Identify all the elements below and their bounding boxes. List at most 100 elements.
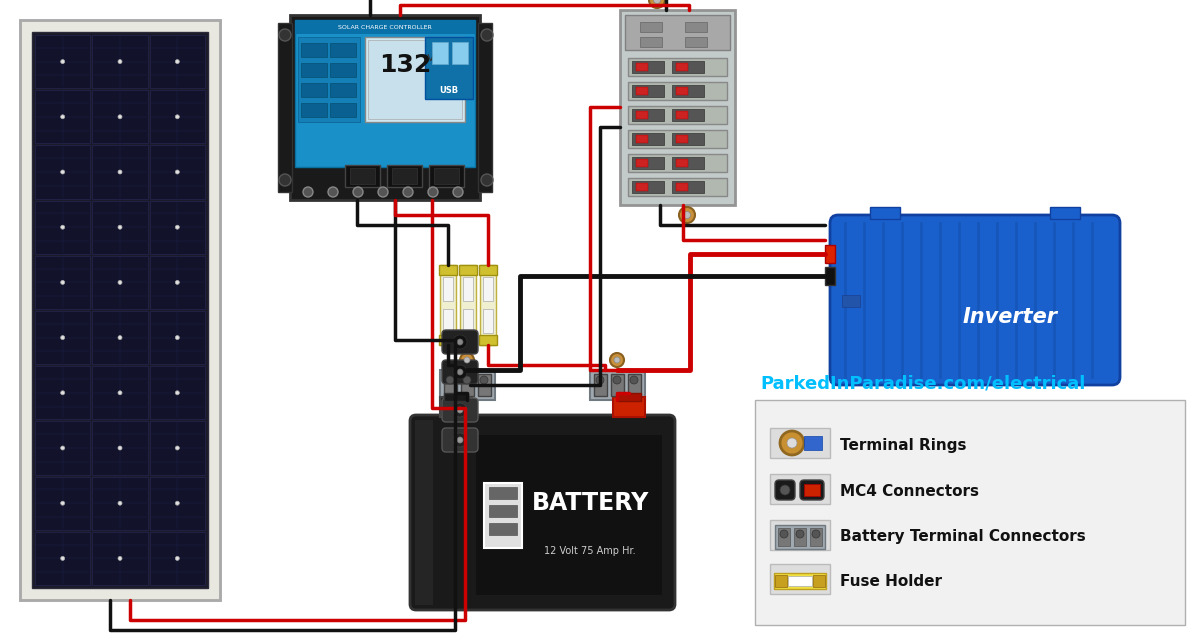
Bar xyxy=(632,133,664,145)
Bar xyxy=(150,477,205,530)
Bar xyxy=(330,63,356,77)
Bar xyxy=(35,366,90,419)
Text: BATTERY: BATTERY xyxy=(532,491,649,515)
Circle shape xyxy=(61,335,65,340)
Circle shape xyxy=(796,530,804,538)
Bar xyxy=(479,335,497,345)
Circle shape xyxy=(353,187,364,197)
Bar xyxy=(480,265,496,345)
Bar xyxy=(636,111,648,119)
FancyBboxPatch shape xyxy=(830,215,1120,385)
Circle shape xyxy=(596,376,604,384)
FancyBboxPatch shape xyxy=(442,360,478,384)
Bar xyxy=(150,532,205,585)
Bar xyxy=(458,335,476,345)
Bar xyxy=(810,528,822,546)
Circle shape xyxy=(613,376,622,384)
Bar xyxy=(386,165,422,187)
Bar xyxy=(590,370,646,400)
FancyBboxPatch shape xyxy=(800,480,824,500)
Bar xyxy=(636,135,648,143)
Bar xyxy=(440,370,494,400)
Circle shape xyxy=(610,353,624,367)
Bar xyxy=(775,525,826,549)
Bar xyxy=(439,335,457,345)
Circle shape xyxy=(118,115,122,119)
Text: Fuse Holder: Fuse Holder xyxy=(840,573,942,589)
Bar xyxy=(672,61,704,73)
Bar xyxy=(461,374,474,396)
Circle shape xyxy=(446,376,454,384)
Bar xyxy=(290,15,480,200)
Bar xyxy=(35,200,90,254)
Bar xyxy=(92,35,148,88)
Bar xyxy=(676,159,688,167)
Bar xyxy=(826,267,835,285)
Bar xyxy=(676,87,688,95)
Circle shape xyxy=(464,357,470,363)
Bar xyxy=(804,484,820,496)
Circle shape xyxy=(118,170,122,174)
Circle shape xyxy=(61,170,65,174)
Bar xyxy=(672,109,704,121)
Bar xyxy=(150,145,205,198)
Circle shape xyxy=(378,187,388,197)
Bar xyxy=(842,295,860,307)
Bar xyxy=(301,63,326,77)
Bar xyxy=(490,505,517,517)
Circle shape xyxy=(780,530,788,538)
Circle shape xyxy=(630,376,638,384)
Bar xyxy=(788,576,812,586)
Bar xyxy=(92,90,148,143)
FancyBboxPatch shape xyxy=(442,330,478,354)
Bar xyxy=(295,20,475,34)
Circle shape xyxy=(61,115,65,119)
Circle shape xyxy=(679,207,695,223)
Bar xyxy=(490,487,517,499)
Bar xyxy=(490,523,517,535)
Bar xyxy=(794,528,806,546)
FancyBboxPatch shape xyxy=(410,415,674,610)
Bar xyxy=(150,35,205,88)
Bar xyxy=(92,311,148,364)
Circle shape xyxy=(481,174,493,186)
Text: USB: USB xyxy=(439,86,458,95)
Bar xyxy=(92,145,148,198)
Circle shape xyxy=(457,339,463,345)
Circle shape xyxy=(460,353,474,367)
Bar xyxy=(636,63,648,71)
Bar xyxy=(444,374,457,396)
Circle shape xyxy=(175,115,179,119)
Bar xyxy=(425,37,473,99)
Bar xyxy=(613,397,646,417)
Circle shape xyxy=(61,60,65,63)
Circle shape xyxy=(454,335,467,349)
Bar xyxy=(676,135,688,143)
Bar xyxy=(640,37,662,47)
Bar xyxy=(755,400,1184,625)
Text: ParkedInParadise.com/electrical: ParkedInParadise.com/electrical xyxy=(760,374,1085,392)
Bar xyxy=(365,37,466,122)
Bar xyxy=(1050,207,1080,219)
Bar xyxy=(611,374,624,396)
Circle shape xyxy=(118,225,122,229)
Bar xyxy=(278,23,292,192)
FancyBboxPatch shape xyxy=(442,398,478,422)
Circle shape xyxy=(481,29,493,41)
Bar xyxy=(434,168,458,184)
Bar xyxy=(594,374,607,396)
Circle shape xyxy=(175,501,179,505)
Bar xyxy=(814,575,826,587)
Bar xyxy=(628,374,641,396)
Bar xyxy=(415,420,433,605)
Bar xyxy=(620,10,734,205)
Circle shape xyxy=(175,556,179,561)
Circle shape xyxy=(175,60,179,63)
Circle shape xyxy=(175,335,179,340)
Bar xyxy=(330,43,356,57)
Bar xyxy=(35,477,90,530)
Bar xyxy=(32,32,208,588)
Circle shape xyxy=(302,187,313,197)
Bar xyxy=(484,483,522,548)
Bar xyxy=(150,200,205,254)
